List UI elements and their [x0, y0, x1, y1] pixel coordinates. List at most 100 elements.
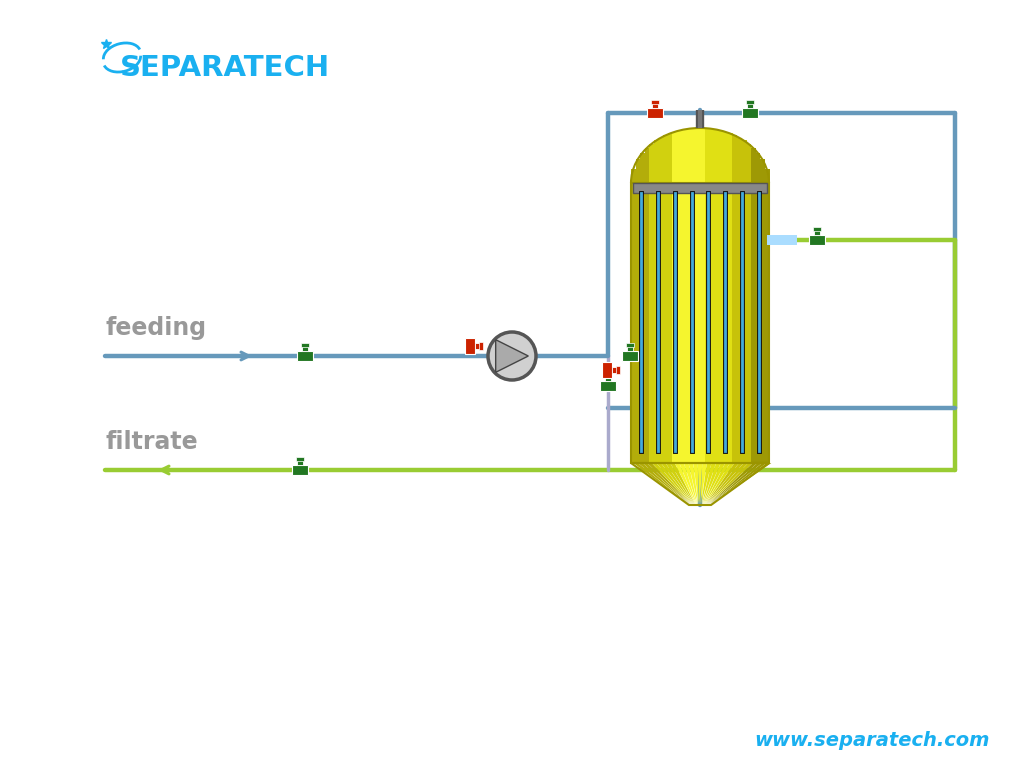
Bar — [302, 343, 308, 351]
Bar — [296, 457, 304, 461]
Bar — [664, 135, 669, 183]
Bar — [809, 235, 825, 245]
Polygon shape — [707, 463, 749, 505]
Bar — [631, 169, 636, 183]
Polygon shape — [638, 463, 690, 505]
Bar — [691, 128, 696, 183]
Bar — [737, 137, 742, 183]
Bar — [746, 144, 751, 183]
Bar — [301, 343, 309, 347]
Bar — [636, 159, 641, 183]
Bar — [645, 183, 650, 463]
Bar — [654, 141, 659, 183]
Bar — [647, 108, 663, 118]
Bar — [640, 153, 645, 183]
Bar — [631, 183, 769, 463]
Bar — [626, 343, 634, 347]
Polygon shape — [710, 463, 767, 505]
Bar — [604, 373, 612, 377]
Bar — [760, 159, 765, 183]
Bar — [465, 338, 475, 354]
Polygon shape — [496, 339, 528, 372]
Polygon shape — [660, 463, 693, 505]
Bar — [737, 183, 742, 463]
Bar — [746, 100, 754, 104]
Bar — [742, 108, 758, 118]
Bar — [732, 183, 737, 463]
Bar — [658, 183, 664, 463]
Polygon shape — [701, 463, 716, 505]
Bar — [664, 183, 669, 463]
Polygon shape — [705, 463, 730, 505]
Bar — [292, 465, 308, 475]
Bar — [767, 235, 797, 245]
Bar — [760, 183, 765, 463]
Bar — [633, 183, 767, 193]
Bar — [700, 183, 706, 463]
Bar — [695, 128, 700, 183]
Bar — [751, 147, 756, 183]
Bar — [691, 183, 696, 463]
Bar — [719, 131, 724, 183]
Bar — [686, 183, 691, 463]
Bar — [475, 343, 482, 349]
Polygon shape — [633, 463, 689, 505]
Polygon shape — [711, 463, 771, 505]
Polygon shape — [709, 463, 758, 505]
Polygon shape — [688, 463, 698, 505]
Polygon shape — [647, 463, 691, 505]
Polygon shape — [684, 463, 697, 505]
Polygon shape — [697, 463, 702, 505]
Polygon shape — [701, 463, 712, 505]
Polygon shape — [708, 463, 753, 505]
Polygon shape — [642, 463, 691, 505]
Polygon shape — [679, 463, 696, 505]
Bar — [651, 100, 659, 104]
Bar — [695, 183, 700, 463]
Bar — [649, 144, 654, 183]
Bar — [741, 183, 746, 463]
Bar — [654, 183, 659, 463]
Polygon shape — [693, 463, 699, 505]
Bar — [297, 458, 303, 465]
Bar — [756, 183, 760, 463]
Polygon shape — [656, 463, 693, 505]
Bar — [746, 183, 751, 463]
Bar — [686, 129, 691, 183]
Bar — [668, 183, 673, 463]
Bar — [649, 183, 654, 463]
Bar — [728, 134, 733, 183]
Polygon shape — [707, 463, 743, 505]
Bar — [600, 381, 616, 391]
Polygon shape — [702, 463, 721, 505]
Bar — [602, 362, 612, 378]
Bar — [705, 128, 710, 183]
Bar — [605, 373, 610, 381]
Bar — [682, 183, 687, 463]
Bar — [764, 183, 769, 463]
Bar — [714, 130, 719, 183]
Bar — [682, 130, 687, 183]
Bar — [723, 183, 728, 463]
Bar — [741, 141, 746, 183]
Bar — [714, 183, 719, 463]
Polygon shape — [703, 463, 725, 505]
Bar — [700, 128, 706, 183]
Bar — [673, 183, 678, 463]
Bar — [616, 366, 620, 374]
Bar — [751, 183, 756, 463]
Bar — [710, 183, 715, 463]
Text: filtrate: filtrate — [105, 430, 198, 454]
Bar — [814, 227, 820, 235]
Text: feeding: feeding — [105, 316, 206, 340]
Polygon shape — [670, 463, 695, 505]
Polygon shape — [705, 463, 734, 505]
Text: SEPARATECH: SEPARATECH — [120, 54, 330, 82]
Bar — [631, 183, 636, 463]
Bar — [622, 351, 638, 361]
Polygon shape — [700, 463, 707, 505]
Bar — [673, 132, 678, 183]
Bar — [710, 129, 715, 183]
Bar — [723, 132, 728, 183]
Polygon shape — [666, 463, 694, 505]
